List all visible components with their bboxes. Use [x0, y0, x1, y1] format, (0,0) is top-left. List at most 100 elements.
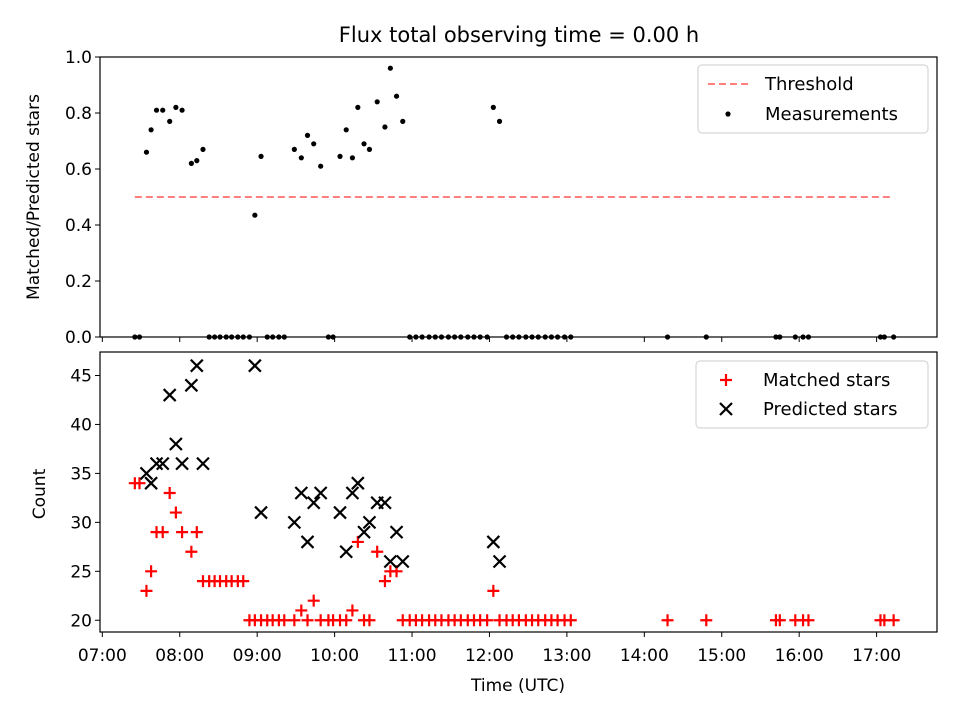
predicted-star-point [300, 535, 315, 549]
predicted-star-point [486, 535, 501, 549]
matched-star-point [564, 614, 577, 627]
matched-star-point [773, 614, 786, 627]
legend-predicted-swatch [719, 402, 733, 416]
predicted-star-point [362, 515, 377, 530]
bottom-x-tick-label: 17:00 [852, 646, 901, 666]
predicted-star-point [162, 388, 177, 402]
predicted-star-point [175, 456, 189, 471]
measurement-point [343, 127, 349, 133]
legend-matched-label: Matched stars [763, 370, 890, 391]
legend-measurements-swatch [725, 111, 731, 117]
matched-star-point [190, 526, 203, 539]
top-y-tick-label: 0.4 [65, 216, 92, 236]
bottom-y-tick-label: 20 [70, 611, 92, 631]
matched-star-point [487, 584, 500, 597]
measurement-point [258, 153, 264, 159]
matched-star-point [278, 614, 291, 627]
measurement-point [349, 155, 356, 161]
top-legend: Threshold Measurements [697, 64, 929, 134]
matched-star-point [887, 614, 900, 627]
matched-star-point [802, 614, 815, 627]
bottom-x-tick-label: 12:00 [465, 646, 514, 666]
matched-star-point [185, 545, 198, 558]
predicted-star-point [313, 486, 328, 500]
matched-star-point [145, 565, 158, 578]
measurement-point [393, 93, 400, 99]
matched-star-point [301, 614, 314, 627]
measurement-point [148, 127, 154, 133]
matched-star-point [340, 614, 353, 627]
predicted-star-point [395, 554, 410, 569]
measurement-point [160, 107, 166, 113]
top-y-tick-label: 0.8 [65, 104, 92, 124]
predicted-star-point [339, 544, 353, 559]
bottom-y-tick-label: 40 [70, 415, 92, 435]
bottom-x-tick-label: 09:00 [233, 646, 282, 666]
measurement-point [167, 118, 173, 124]
predicted-star-point [306, 495, 321, 510]
top-y-tick-label: 0.0 [65, 328, 92, 348]
measurement-point [188, 160, 194, 166]
predicted-star-point [254, 505, 268, 520]
bottom-y-tick-label: 35 [70, 464, 92, 484]
predicted-star-point [294, 486, 309, 500]
measurement-point [490, 104, 496, 110]
bottom-x-ticks: 07:00 08:00 09:00 10:00 11:00 12:00 13:00 14:00… [78, 632, 901, 666]
bottom-y-tick-label: 25 [70, 562, 92, 582]
top-y-ticks: 0.0 0.2 0.4 0.6 0.8 1.0 [65, 48, 100, 348]
bottom-x-tick-label: 10:00 [310, 646, 359, 666]
top-x-ticks [101, 337, 878, 342]
bottom-plot-frame [99, 351, 938, 633]
bottom-legend-frame [695, 360, 929, 429]
predicted-star-point [144, 476, 158, 490]
matched-star-point [156, 526, 169, 539]
bottom-plot-area [99, 351, 938, 633]
matched-star-point [169, 506, 182, 519]
measurement-point [291, 146, 297, 152]
top-chart-title: Flux total observing time = 0.00 h [339, 23, 699, 47]
matched-star-point [133, 477, 146, 490]
predicted-star-point [351, 476, 365, 490]
measurement-point [361, 141, 367, 147]
matched-star-point [307, 594, 320, 607]
bottom-legend: Matched stars Predicted stars [695, 360, 929, 429]
predicted-star-point [383, 554, 398, 569]
measurement-point [173, 104, 179, 110]
matched-star-point [140, 584, 153, 597]
bottom-x-tick-label: 15:00 [697, 646, 746, 666]
measurement-point [311, 141, 317, 147]
measurement-point [179, 107, 185, 113]
predicted-star-point [184, 378, 199, 393]
measurement-point [387, 65, 393, 71]
predicted-star-point [155, 456, 170, 471]
measurement-point [200, 146, 206, 152]
measurement-point [143, 149, 150, 155]
legend-threshold-label: Threshold [764, 74, 854, 95]
predicted-star-point [287, 515, 302, 530]
bottom-y-tick-label: 30 [70, 513, 92, 533]
predicted-star-point [492, 554, 507, 569]
bottom-x-tick-label: 13:00 [542, 646, 591, 666]
predicted-star-point [248, 358, 262, 373]
top-plot-area [99, 56, 938, 340]
matched-star-point [363, 614, 376, 627]
legend-predicted-label: Predicted stars [763, 399, 897, 420]
measurement-point [355, 104, 361, 110]
measurement-point [304, 132, 311, 138]
bottom-x-tick-label: 14:00 [620, 646, 669, 666]
predicted-stars-points [139, 358, 507, 569]
top-y-tick-label: 0.2 [65, 272, 92, 292]
matched-star-point [700, 614, 713, 627]
measurement-point [194, 158, 200, 164]
bottom-x-tick-label: 16:00 [775, 646, 824, 666]
matched-star-point [288, 614, 301, 627]
matched-star-point [163, 486, 176, 499]
top-y-tick-label: 0.6 [65, 160, 92, 180]
matched-star-point [346, 604, 359, 617]
top-plot-frame [99, 56, 938, 338]
bottom-x-tick-label: 08:00 [155, 646, 204, 666]
predicted-star-point [149, 456, 164, 471]
matched-star-point [176, 526, 189, 539]
measurement-point [382, 124, 388, 130]
predicted-star-point [190, 358, 204, 373]
